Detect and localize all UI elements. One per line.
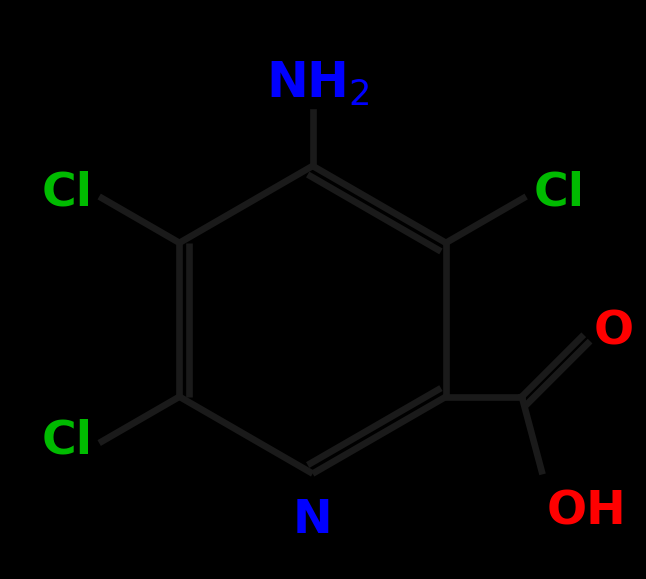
Text: N: N <box>293 499 333 544</box>
Text: O: O <box>593 310 634 355</box>
Text: NH$_2$: NH$_2$ <box>266 60 370 108</box>
Text: Cl: Cl <box>533 171 584 216</box>
Text: Cl: Cl <box>41 171 92 216</box>
Text: OH: OH <box>547 489 627 534</box>
Text: Cl: Cl <box>41 419 92 464</box>
